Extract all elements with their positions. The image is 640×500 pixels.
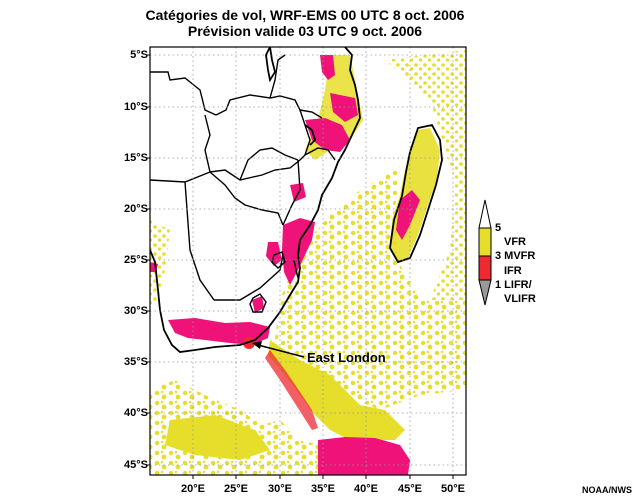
x-tick-label: 40°E	[354, 483, 378, 495]
plot-frame	[149, 46, 467, 476]
y-tick-label: 35°S	[124, 356, 148, 368]
vfr-field-northeast	[385, 50, 466, 350]
credit-label: NOAA/NWS	[582, 485, 632, 495]
lifr-region-north-1	[320, 55, 335, 80]
lifr-region-south-coast	[168, 318, 270, 345]
y-tick-label: 10°S	[124, 101, 148, 113]
tick-marks	[146, 54, 454, 479]
legend-swatch-vfr	[478, 227, 492, 257]
legend-label-vfr: VFR	[504, 236, 526, 248]
legend-bottom-arrow	[478, 279, 492, 306]
east-london-arrow	[252, 341, 305, 358]
east-london-label: East London	[307, 350, 386, 365]
lifr-region-inland	[266, 242, 282, 266]
ifr-streak-south	[265, 350, 318, 430]
chart-title-line-1: Catégories de vol, WRF-EMS 00 UTC 8 oct.…	[145, 7, 465, 23]
coastlines	[150, 47, 443, 353]
x-tick-label: 30°E	[268, 483, 292, 495]
y-tick-label: 45°S	[124, 459, 148, 471]
y-tick-label: 40°S	[124, 407, 148, 419]
legend-label-1-lifr: 1 LIFR/	[495, 279, 532, 291]
vfr-field-west	[150, 220, 170, 305]
x-tick-label: 35°E	[311, 483, 335, 495]
lifr-region-lesotho	[252, 296, 264, 313]
x-tick-label: 50°E	[441, 483, 465, 495]
legend-label-3-mvfr: 3 MVFR	[495, 250, 536, 262]
vfr-region-southwest	[165, 415, 270, 460]
y-tick-label: 15°S	[124, 152, 148, 164]
y-tick-label: 25°S	[124, 254, 148, 266]
legend-colorbar	[478, 199, 492, 306]
y-tick-label: 20°S	[124, 203, 148, 215]
lifr-region-north-3	[305, 118, 350, 152]
x-tick-label: 25°E	[224, 483, 248, 495]
map-plot-area	[150, 47, 466, 475]
legend-swatch-ifr	[478, 255, 492, 281]
y-tick-label: 5°S	[130, 49, 148, 61]
vfr-region-south-east	[268, 340, 405, 440]
ifr-spot-east-london	[243, 337, 255, 349]
legend-label-vlifr: VLIFR	[504, 293, 536, 305]
y-tick-label: 30°S	[124, 305, 148, 317]
legend-label-5: 5	[495, 222, 502, 234]
legend-label-ifr: IFR	[504, 265, 522, 277]
x-tick-label: 20°E	[181, 483, 205, 495]
graticule	[150, 47, 466, 475]
x-tick-label: 45°E	[398, 483, 422, 495]
lifr-region-north-2	[330, 93, 358, 122]
chart-title-line-2: Prévision valide 03 UTC 9 oct. 2006	[187, 23, 423, 39]
lifr-region-madagascar	[396, 190, 420, 240]
legend-top-arrow	[478, 199, 492, 229]
lifr-region-southern-ocean	[318, 437, 410, 475]
